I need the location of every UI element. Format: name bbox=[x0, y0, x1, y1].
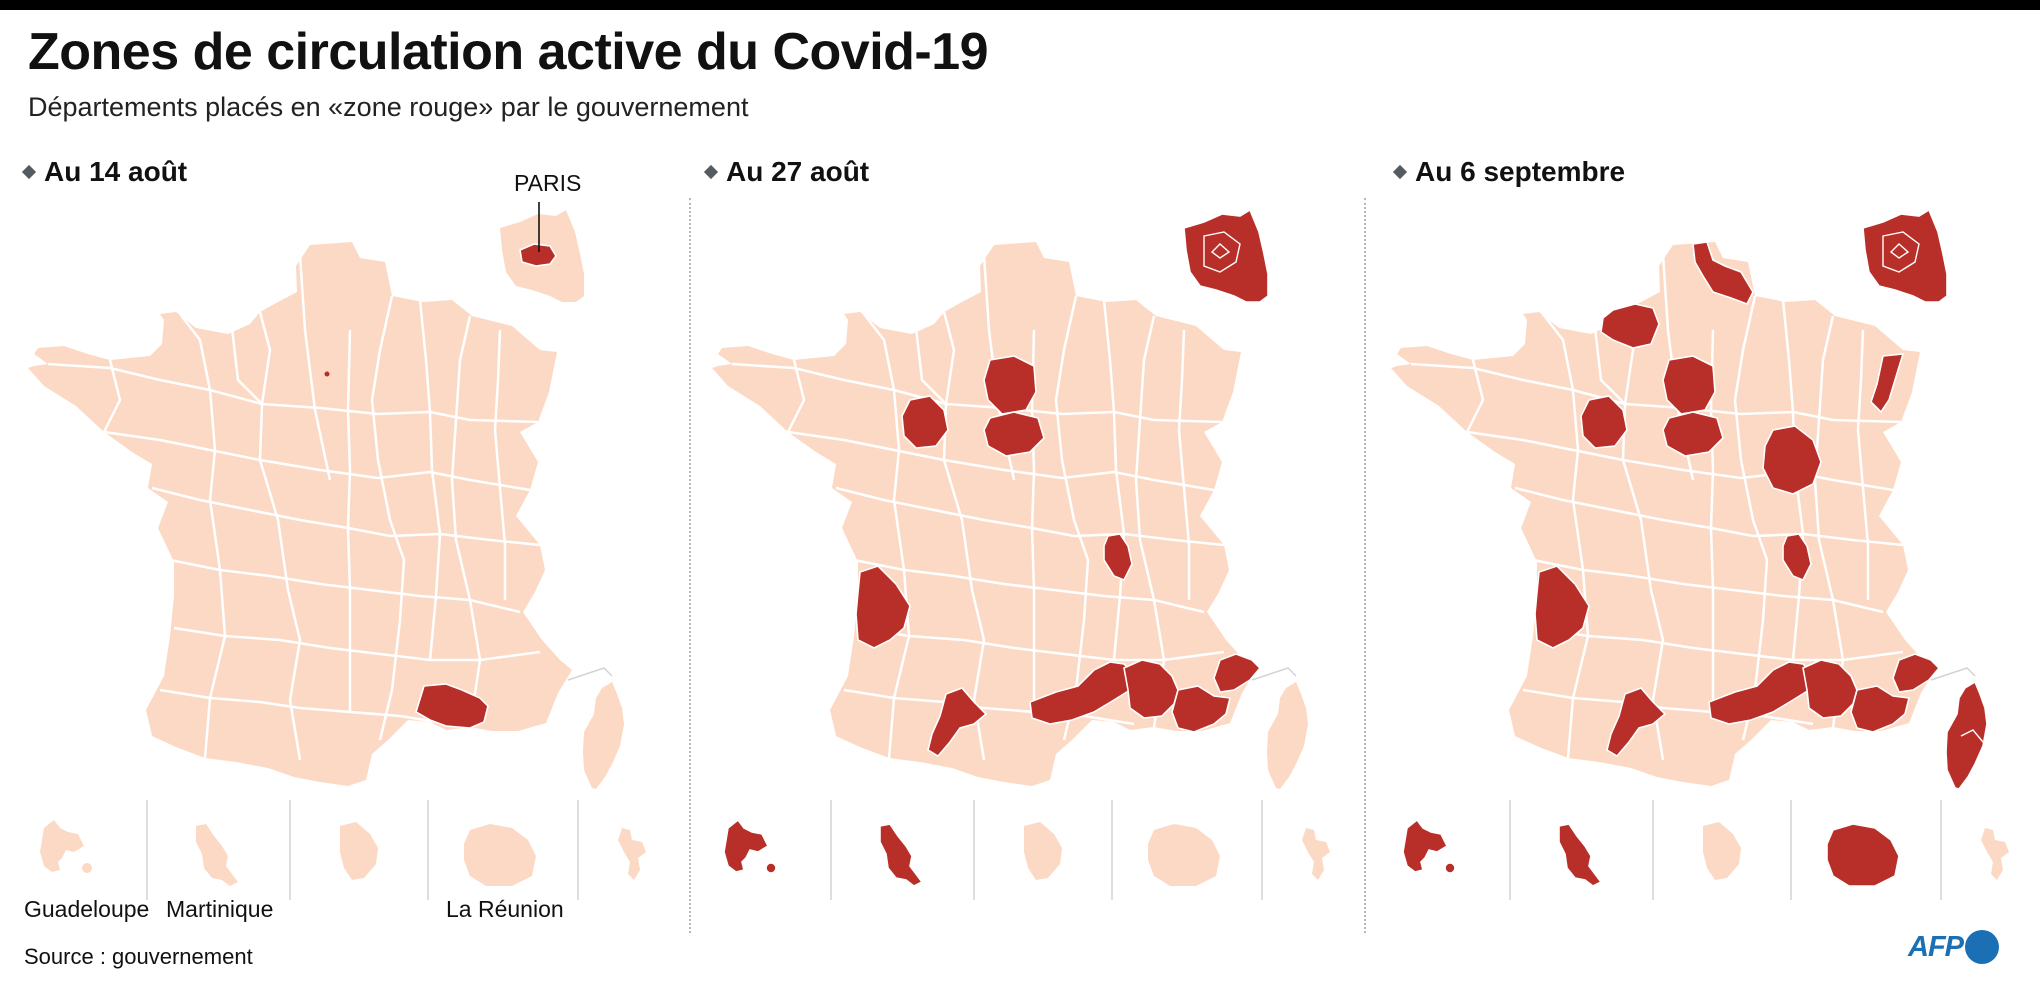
paris-inset-red bbox=[1183, 209, 1269, 303]
guadeloupe-shape bbox=[1402, 819, 1456, 874]
afp-logo: AFP bbox=[1908, 930, 1999, 964]
zone-alpes-maritimes bbox=[1892, 653, 1941, 693]
zone-paris-marker bbox=[324, 371, 330, 377]
zone-alpes-maritimes bbox=[1213, 653, 1262, 693]
zone-sarthe bbox=[1580, 395, 1628, 449]
corsica-split-line bbox=[1960, 729, 1984, 743]
martinique-shape bbox=[879, 823, 923, 887]
paris-inset-red bbox=[1862, 209, 1948, 303]
corsica-inset-frame bbox=[567, 667, 613, 681]
paris-inset-borders bbox=[1882, 231, 1920, 273]
corsica-inset-frame bbox=[1930, 667, 1976, 681]
reunion-shape bbox=[1826, 823, 1900, 887]
zone-rhone bbox=[1103, 533, 1133, 582]
corsica-inset-frame bbox=[1251, 667, 1297, 681]
panel-1-map bbox=[28, 202, 646, 900]
mayotte-shape bbox=[1302, 828, 1330, 880]
corsica-red bbox=[1945, 681, 1988, 790]
zone-haute-garonne bbox=[1606, 687, 1667, 758]
martinique-shape bbox=[1558, 823, 1602, 887]
guadeloupe-shape bbox=[723, 819, 777, 874]
zone-gironde bbox=[1534, 565, 1590, 649]
page-subtitle: Départements placés en «zone rouge» par … bbox=[28, 92, 749, 122]
zone-ile-de-france bbox=[1662, 355, 1716, 415]
panel-heading-3: Au 6 septembre bbox=[1392, 156, 1626, 188]
zone-gironde bbox=[855, 565, 911, 649]
panel-2-map bbox=[712, 209, 1330, 900]
france-mainland bbox=[28, 242, 572, 786]
guyane-shape bbox=[1024, 822, 1062, 880]
zone-var bbox=[1171, 685, 1231, 733]
panel-label-3: Au 6 septembre bbox=[1415, 156, 1626, 187]
zone-ile-de-france bbox=[983, 355, 1037, 415]
mayotte-shape bbox=[618, 828, 646, 880]
zone-sarthe bbox=[901, 395, 949, 449]
zone-haute-garonne bbox=[927, 687, 988, 758]
panel-3-map bbox=[1391, 209, 2009, 900]
paris-inset-borders bbox=[1203, 231, 1241, 273]
corsica bbox=[1267, 682, 1308, 789]
source-note: Source : gouvernement bbox=[24, 944, 253, 969]
afp-logo-dot bbox=[1965, 930, 1999, 964]
guadeloupe-label: Guadeloupe bbox=[24, 896, 150, 922]
guyane-shape bbox=[1703, 822, 1741, 880]
guyane-shape bbox=[340, 822, 378, 880]
zone-bouches-du-rhone bbox=[415, 683, 489, 729]
panel-divider bbox=[689, 198, 691, 933]
corsica bbox=[583, 682, 624, 789]
zone-bas-rhin bbox=[1870, 353, 1905, 414]
mayotte-shape bbox=[1981, 828, 2009, 880]
martinique-shape bbox=[196, 824, 238, 886]
zone-var bbox=[1850, 685, 1910, 733]
reunion-label: La Réunion bbox=[446, 896, 564, 922]
page-title: Zones de circulation active du Covid-19 bbox=[28, 23, 989, 81]
martinique-label: Martinique bbox=[166, 896, 274, 922]
reunion-shape bbox=[1148, 824, 1220, 886]
paris-inset-label: PARIS bbox=[514, 170, 582, 196]
panel-heading-1: Au 14 août bbox=[21, 156, 188, 188]
panel-label-1: Au 14 août bbox=[44, 156, 188, 187]
top-rule bbox=[0, 0, 2040, 10]
zone-paris-inset bbox=[519, 243, 557, 267]
zone-rhone bbox=[1782, 533, 1812, 582]
zone-nord bbox=[1692, 241, 1754, 306]
panel-heading-2: Au 27 août bbox=[703, 156, 870, 188]
guadeloupe-shape bbox=[40, 820, 92, 873]
zone-cote-dor bbox=[1762, 425, 1822, 495]
afp-logo-text: AFP bbox=[1908, 930, 1964, 963]
zone-loiret bbox=[1662, 411, 1724, 457]
panel-divider bbox=[1364, 198, 1366, 933]
zone-seine-maritime bbox=[1600, 303, 1660, 349]
reunion-shape bbox=[464, 824, 536, 886]
zone-loiret bbox=[983, 411, 1045, 457]
panel-label-2: Au 27 août bbox=[726, 156, 870, 187]
